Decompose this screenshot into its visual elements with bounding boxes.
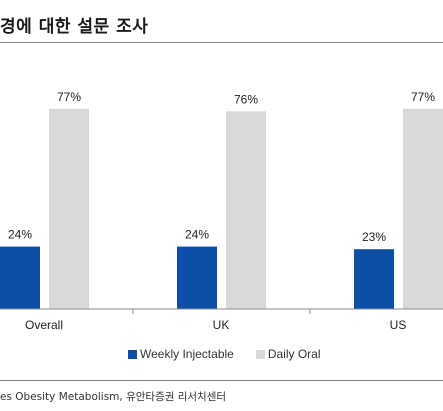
legend-swatch-injectable [128, 349, 137, 359]
legend-swatch-oral [255, 349, 265, 359]
bar-daily-oral-overall [49, 108, 89, 309]
x-tick-label-uk: UK [213, 318, 230, 332]
bar-weekly-injectable-overall [0, 246, 40, 309]
data-label-weekly-injectable-uk: 24% [185, 228, 209, 242]
source-note: es Obesity Metabolism, 유안타증권 리서치센터 [0, 391, 227, 403]
data-label-daily-oral-uk: 76% [234, 92, 258, 106]
legend-label-injectable: Weekly Injectable [140, 347, 234, 361]
legend-item-oral: Daily Oral [255, 347, 321, 361]
ticks-layer: Overall UK US [25, 309, 406, 332]
data-label-weekly-injectable-overall: 24% [8, 228, 32, 242]
bar-daily-oral-us [403, 108, 443, 309]
legend: Weekly Injectable Daily Oral [128, 347, 343, 361]
legend-label-oral: Daily Oral [267, 347, 321, 361]
bar-weekly-injectable-us [354, 249, 394, 309]
bottom-rule [0, 380, 443, 381]
legend-item-injectable: Weekly Injectable [128, 347, 234, 361]
bar-weekly-injectable-uk [177, 246, 217, 309]
top-rule [0, 42, 443, 43]
data-label-daily-oral-overall: 77% [57, 90, 81, 104]
bars-layer [0, 108, 443, 310]
x-tick-label-overall: Overall [25, 318, 63, 332]
chart-title: 경에 대한 설문 조사 [0, 17, 149, 37]
data-label-daily-oral-us: 77% [411, 90, 435, 104]
bar-daily-oral-uk [226, 111, 266, 310]
x-tick-label-us: US [390, 318, 407, 332]
data-label-weekly-injectable-us: 23% [362, 230, 386, 244]
labels-layer: 24% 77% 24% 76% 23% 77% [8, 90, 435, 244]
